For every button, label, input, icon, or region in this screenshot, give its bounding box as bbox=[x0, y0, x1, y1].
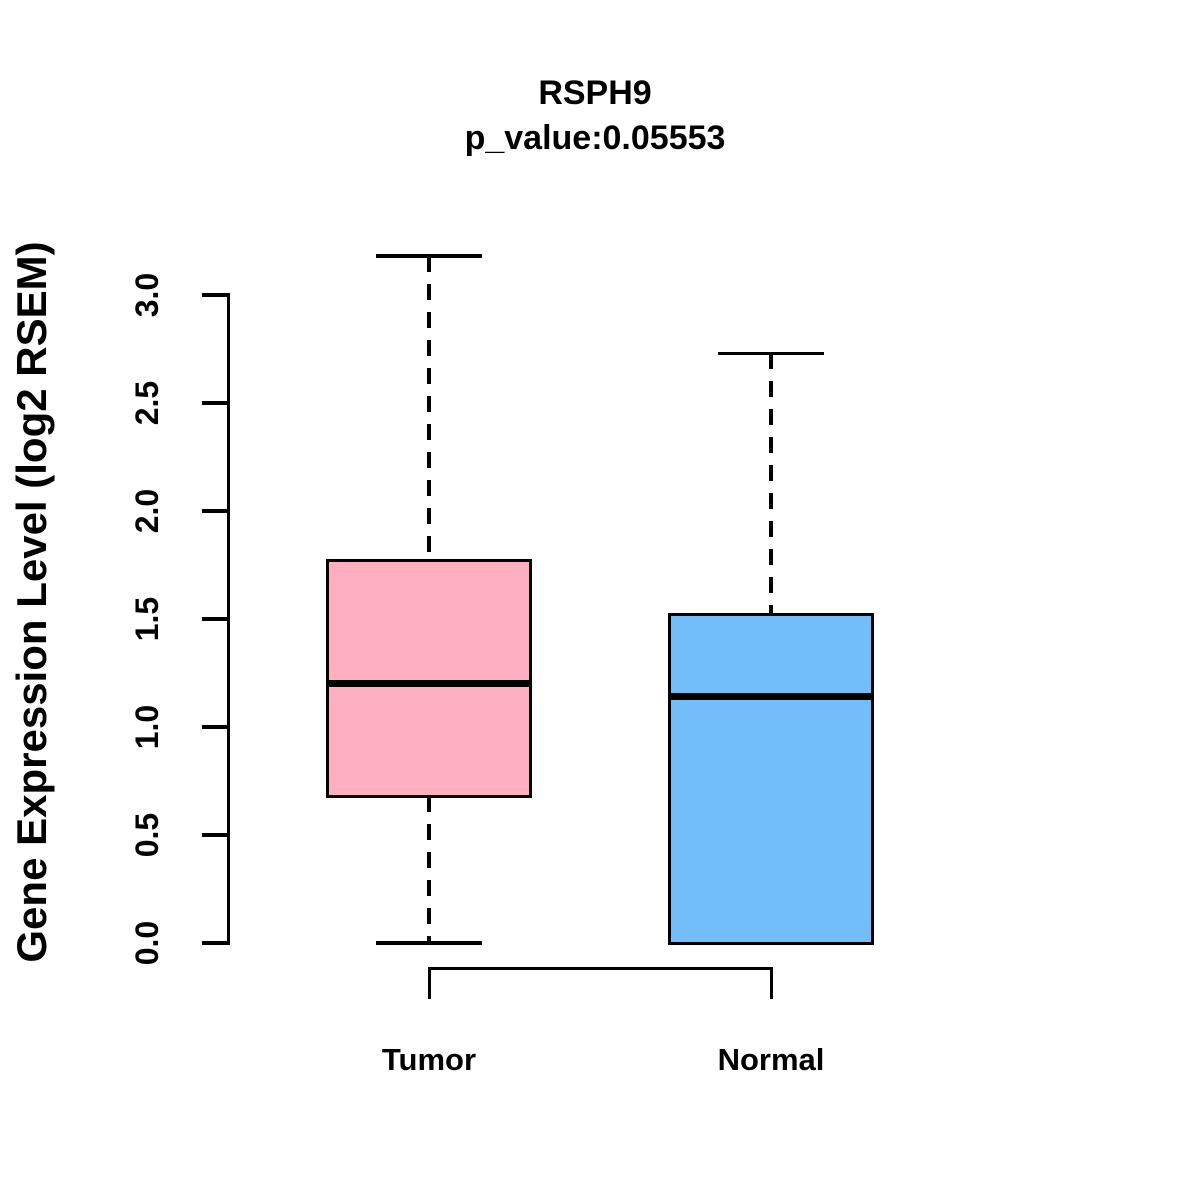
y-axis-tick-2.0 bbox=[201, 509, 227, 513]
y-axis-tick-0.0 bbox=[201, 941, 227, 945]
y-tick-label-2.0: 2.0 bbox=[129, 488, 165, 534]
y-tick-label-0.0: 0.0 bbox=[129, 920, 165, 966]
y-axis-tick-1.5 bbox=[201, 617, 227, 621]
tumor-upper-whisker-cap bbox=[376, 254, 482, 258]
normal-median-line bbox=[668, 693, 874, 701]
comparison-bracket-left-leg bbox=[427, 967, 431, 999]
comparison-bracket-right-leg bbox=[769, 967, 773, 999]
y-tick-label-3.0: 3.0 bbox=[129, 272, 165, 318]
tumor-box bbox=[326, 558, 532, 798]
tumor-median-line bbox=[326, 680, 532, 688]
chart-subtitle: p_value:0.05553 bbox=[464, 119, 726, 157]
tumor-lower-whisker-line bbox=[427, 796, 431, 943]
tumor-lower-whisker-cap bbox=[376, 941, 482, 945]
y-axis-tick-1.0 bbox=[201, 725, 227, 729]
y-tick-label-0.5: 0.5 bbox=[129, 812, 165, 858]
y-axis-tick-2.5 bbox=[201, 401, 227, 405]
x-label-normal: Normal bbox=[717, 1042, 825, 1077]
normal-upper-whisker-line bbox=[769, 353, 773, 615]
comparison-bracket-top bbox=[427, 967, 773, 970]
chart-title: RSPH9 bbox=[538, 74, 652, 112]
x-label-tumor: Tumor bbox=[381, 1042, 477, 1077]
y-tick-label-1.0: 1.0 bbox=[129, 704, 165, 750]
tumor-upper-whisker-line bbox=[427, 256, 431, 561]
y-axis-line bbox=[226, 293, 230, 945]
y-tick-label-1.5: 1.5 bbox=[129, 596, 165, 642]
y-tick-label-2.5: 2.5 bbox=[129, 380, 165, 426]
y-axis-tick-3.0 bbox=[201, 293, 227, 297]
y-axis-tick-0.5 bbox=[201, 833, 227, 837]
normal-upper-whisker-cap bbox=[718, 351, 824, 356]
normal-box bbox=[668, 612, 874, 945]
